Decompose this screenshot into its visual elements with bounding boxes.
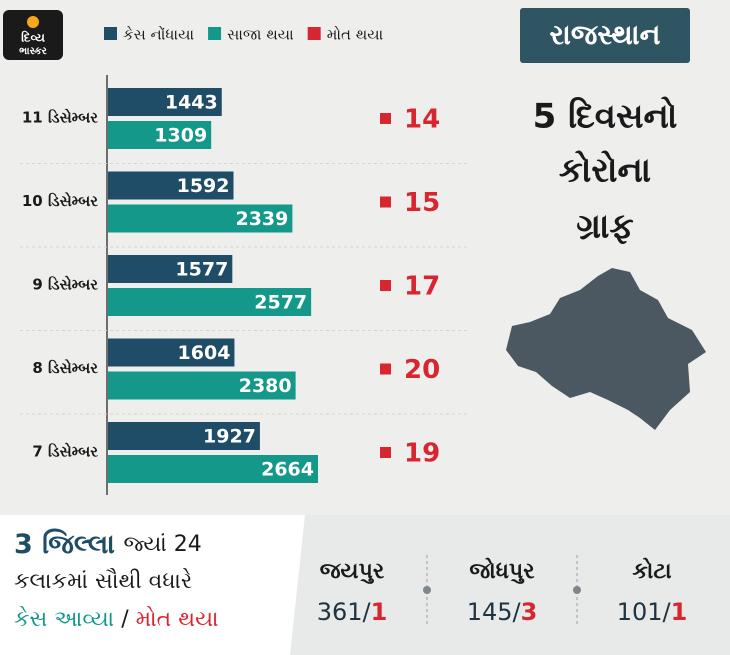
bottom-line: કેસ આવ્યા / મોત થયા xyxy=(14,606,219,632)
death-marker xyxy=(380,196,391,208)
district-cases: 361 xyxy=(317,598,363,626)
bar xyxy=(108,371,296,400)
death-marker xyxy=(380,363,391,375)
district-cases: 145 xyxy=(467,598,513,626)
bar xyxy=(108,255,233,283)
legend-swatch xyxy=(208,27,222,40)
legend-swatch xyxy=(307,27,321,40)
panel-title: ગ્રાફ xyxy=(576,207,633,247)
divider-dot xyxy=(573,586,581,594)
bar xyxy=(108,338,235,367)
logo-text: ભાસ્કર xyxy=(19,46,47,57)
district-deaths: 3 xyxy=(521,598,538,626)
death-value: 15 xyxy=(404,188,440,218)
cases-label: કેસ આવ્યા xyxy=(14,606,114,632)
state-name: રાજસ્થાન xyxy=(550,18,661,51)
separator: / xyxy=(663,598,672,626)
bar-value: 1309 xyxy=(154,125,207,147)
panel-title: 5 દિવસનો xyxy=(533,96,678,137)
bar-value: 2664 xyxy=(261,459,314,481)
separator: / xyxy=(513,598,522,626)
panel-title: કોરોના xyxy=(559,150,651,191)
district-name: કોટા xyxy=(632,557,671,584)
death-value: 19 xyxy=(404,439,440,469)
legend-label: સાજા થયા xyxy=(227,26,294,44)
category-label: 7 ડિસેમ્બર xyxy=(32,441,98,460)
death-value: 20 xyxy=(404,355,440,385)
map xyxy=(506,268,706,430)
bar-value: 1604 xyxy=(178,342,231,364)
bar-value: 1927 xyxy=(203,426,256,448)
divider-dot xyxy=(423,586,431,594)
category-label: 11 ડિસેમ્બર xyxy=(22,107,98,126)
bar xyxy=(108,204,293,233)
bar xyxy=(108,422,260,450)
district-deaths: 1 xyxy=(371,598,388,626)
death-value: 14 xyxy=(404,105,440,135)
district-value: 361/1 xyxy=(317,598,388,626)
bar-value: 2380 xyxy=(239,375,292,397)
bar-value: 2339 xyxy=(235,208,288,230)
logo-text: દિવ્ય xyxy=(21,30,45,45)
district-name: જયપુર xyxy=(320,559,385,584)
district-panel xyxy=(290,515,730,655)
district-cases: 101 xyxy=(617,598,663,626)
death-marker xyxy=(380,447,391,458)
legend-label: મોત થયા xyxy=(327,26,384,44)
district-name: જોધપુર xyxy=(469,557,535,584)
category-label: 9 ડિસેમ્બર xyxy=(32,274,98,293)
heading-bold: 3 જિલ્લા xyxy=(14,529,115,560)
separator: / xyxy=(121,607,129,632)
state-box xyxy=(520,8,690,63)
death-marker xyxy=(380,280,391,291)
district-value: 145/3 xyxy=(467,598,538,626)
district-value: 101/1 xyxy=(617,598,688,626)
plot: 11 ડિસેમ્બર 1443 1309 14 10 ડિસેમ્બર 15922339… xyxy=(20,88,470,483)
bar-value: 2577 xyxy=(254,292,307,314)
legend: કેસ નોંધાયા સાજા થયા મોત થયા xyxy=(104,25,384,44)
death-value: 17 xyxy=(404,272,440,302)
bar-value: 1443 xyxy=(165,92,218,114)
district-deaths: 1 xyxy=(671,598,688,626)
category-label: 8 ડિસેમ્બર xyxy=(32,358,98,377)
heading-rest: જ્યાં 24 xyxy=(124,532,202,557)
logo-box xyxy=(3,10,63,60)
bottom-line: કલાકમાં સૌથી વધારે xyxy=(14,568,192,594)
legend-label: કેસ નોંધાયા xyxy=(123,25,194,43)
separator: / xyxy=(363,598,372,626)
bar xyxy=(108,171,234,200)
legend-swatch xyxy=(104,27,117,40)
bar xyxy=(108,121,212,149)
death-marker xyxy=(380,113,391,124)
deaths-label: મોત થયા xyxy=(136,606,219,632)
category-label: 10 ડિસેમ્બર xyxy=(22,191,98,210)
bottom-heading: 3 જિલ્લા જ્યાં 24 xyxy=(14,529,202,560)
bar xyxy=(108,455,318,483)
logo-sun xyxy=(27,16,39,28)
bar xyxy=(108,288,312,316)
bar-value: 1577 xyxy=(175,259,228,281)
bar xyxy=(108,88,222,116)
bar-value: 1592 xyxy=(177,175,230,197)
